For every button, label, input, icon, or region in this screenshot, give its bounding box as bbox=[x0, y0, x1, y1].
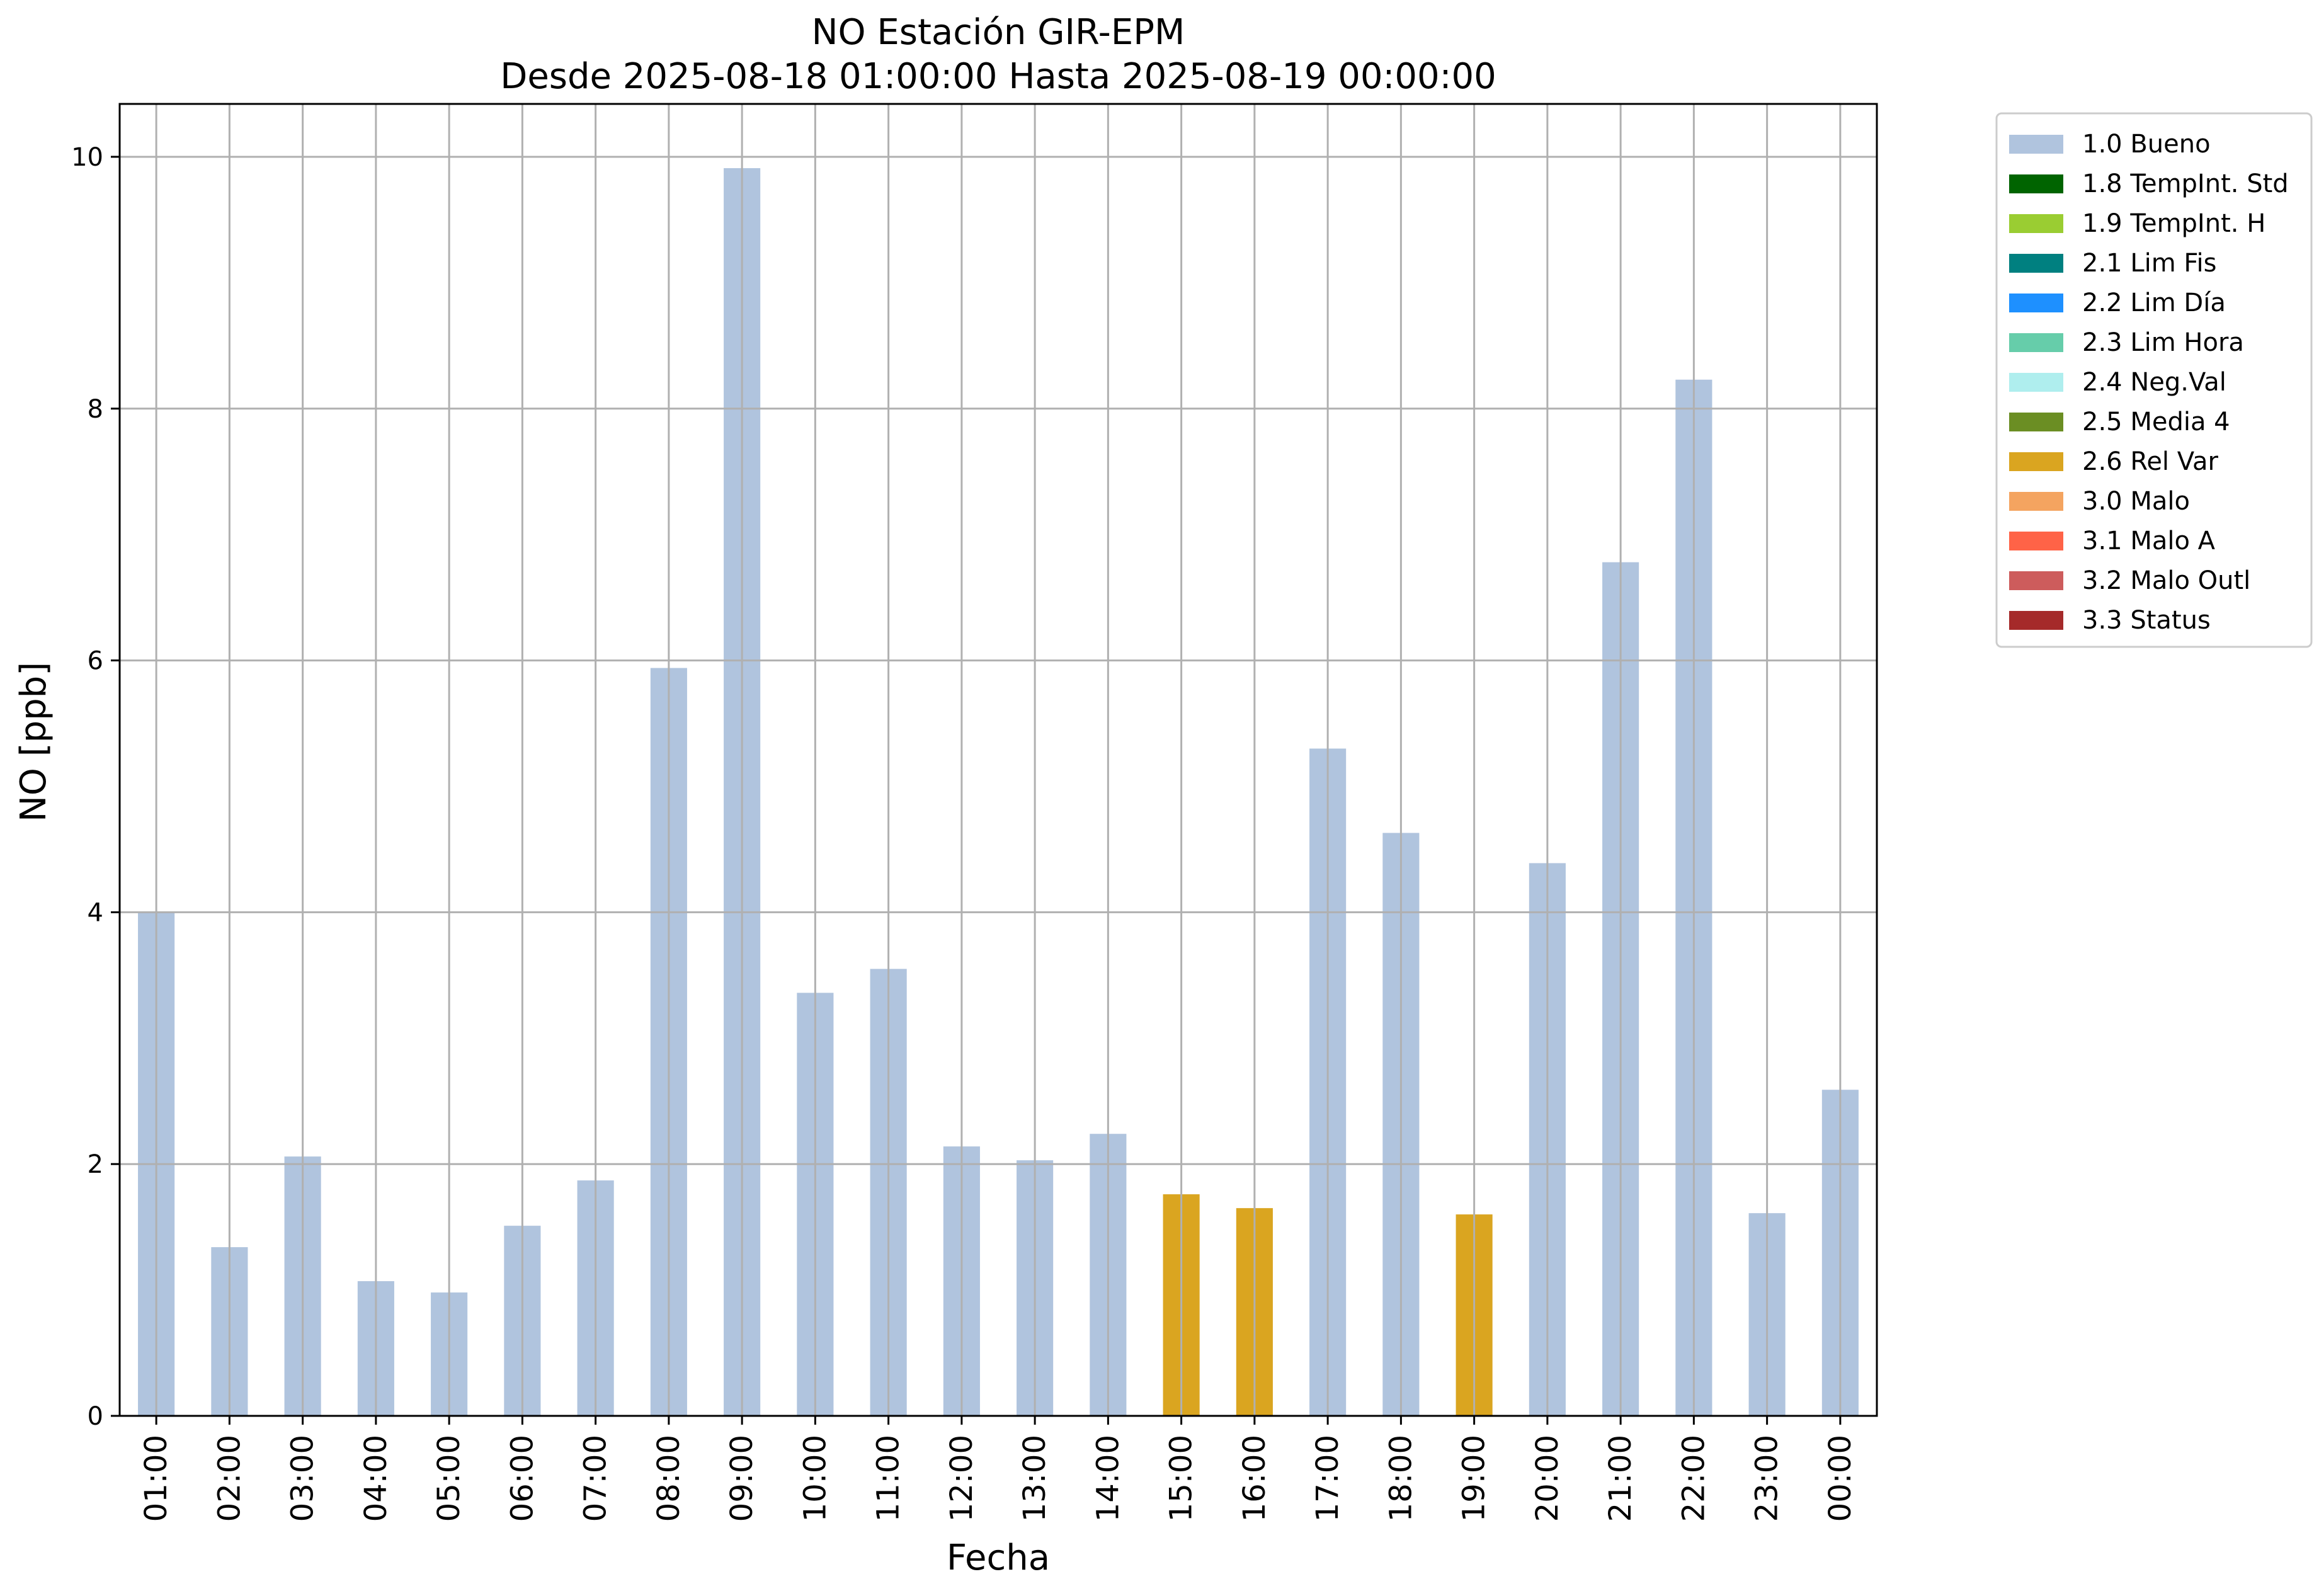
y-tick-label: 8 bbox=[88, 395, 103, 424]
y-tick-label: 10 bbox=[71, 143, 103, 172]
x-tick-label: 05:00 bbox=[431, 1435, 467, 1522]
x-tick-label: 07:00 bbox=[578, 1435, 613, 1522]
legend: 1.0 Bueno 1.8 TempInt. Std 1.9 TempInt. H 2… bbox=[1995, 112, 2313, 648]
chart-title-line1: NO Estación GIR-EPM bbox=[812, 12, 1185, 53]
legend-entry: 1.0 Bueno bbox=[2082, 130, 2211, 159]
legend-swatch bbox=[2009, 413, 2063, 431]
legend-swatch bbox=[2009, 214, 2063, 233]
y-axis-label: NO [ppb] bbox=[13, 662, 54, 822]
legend-entry: 2.2 Lim Día bbox=[2082, 288, 2226, 317]
legend-entry: 3.1 Malo A bbox=[2082, 527, 2216, 556]
x-tick-label: 08:00 bbox=[651, 1435, 687, 1522]
x-tick-label: 06:00 bbox=[504, 1435, 540, 1522]
x-tick-label: 23:00 bbox=[1750, 1435, 1785, 1522]
legend-swatch bbox=[2009, 532, 2063, 550]
legend-entry: 1.9 TempInt. H bbox=[2082, 209, 2265, 238]
legend-entry: 3.2 Malo Outl bbox=[2082, 566, 2250, 595]
legend-swatch bbox=[2009, 571, 2063, 590]
legend-entry: 1.8 TempInt. Std bbox=[2082, 169, 2289, 198]
x-tick-label: 00:00 bbox=[1823, 1435, 1858, 1522]
legend-entry: 2.4 Neg.Val bbox=[2082, 368, 2226, 397]
x-tick-label: 03:00 bbox=[285, 1435, 321, 1522]
y-tick-label: 4 bbox=[88, 898, 103, 927]
x-tick-label: 17:00 bbox=[1310, 1435, 1345, 1522]
legend-swatch bbox=[2009, 135, 2063, 154]
legend-entry: 2.3 Lim Hora bbox=[2082, 328, 2244, 357]
x-axis-label: Fecha bbox=[947, 1537, 1050, 1578]
legend-entry: 2.5 Media 4 bbox=[2082, 408, 2230, 436]
legend-swatch bbox=[2009, 611, 2063, 630]
x-tick-label: 18:00 bbox=[1383, 1435, 1418, 1522]
x-tick-label: 04:00 bbox=[358, 1435, 394, 1522]
x-tick-label: 22:00 bbox=[1676, 1435, 1711, 1522]
y-tick-label: 6 bbox=[88, 647, 103, 676]
x-tick-label: 10:00 bbox=[797, 1435, 833, 1522]
x-tick-label: 09:00 bbox=[724, 1435, 760, 1522]
chart-title-line2: Desde 2025-08-18 01:00:00 Hasta 2025-08-… bbox=[500, 56, 1496, 97]
legend-entry: 2.1 Lim Fis bbox=[2082, 249, 2216, 278]
legend-entry: 3.0 Malo bbox=[2082, 487, 2190, 516]
legend-swatch bbox=[2009, 492, 2063, 511]
legend-entry: 3.3 Status bbox=[2082, 606, 2211, 635]
legend-box bbox=[1995, 112, 2313, 648]
x-tick-label: 21:00 bbox=[1603, 1435, 1638, 1522]
x-tick-label: 16:00 bbox=[1237, 1435, 1272, 1522]
x-tick-label: 15:00 bbox=[1164, 1435, 1199, 1522]
x-tick-label: 02:00 bbox=[212, 1435, 247, 1522]
legend-entry: 2.6 Rel Var bbox=[2082, 447, 2219, 476]
plot-frame bbox=[118, 103, 1878, 1417]
legend-swatch bbox=[2009, 254, 2063, 273]
y-tick-label: 2 bbox=[88, 1150, 103, 1179]
legend-swatch bbox=[2009, 294, 2063, 312]
x-tick-label: 20:00 bbox=[1530, 1435, 1565, 1522]
legend-swatch bbox=[2009, 174, 2063, 193]
legend-swatch bbox=[2009, 452, 2063, 471]
x-tick-label: 14:00 bbox=[1090, 1435, 1125, 1522]
x-tick-label: 13:00 bbox=[1017, 1435, 1052, 1522]
y-tick-label: 0 bbox=[88, 1402, 103, 1431]
x-tick-label: 12:00 bbox=[944, 1435, 979, 1522]
x-tick-label: 19:00 bbox=[1457, 1435, 1492, 1522]
legend-swatch bbox=[2009, 333, 2063, 352]
x-tick-label: 01:00 bbox=[139, 1435, 174, 1522]
legend-swatch bbox=[2009, 373, 2063, 392]
x-tick-label: 11:00 bbox=[871, 1435, 906, 1522]
axes: 0 2 4 6 8 10 01:00 02:00 03:00 04:00 05:00 06:00 07:… bbox=[71, 103, 1878, 1522]
